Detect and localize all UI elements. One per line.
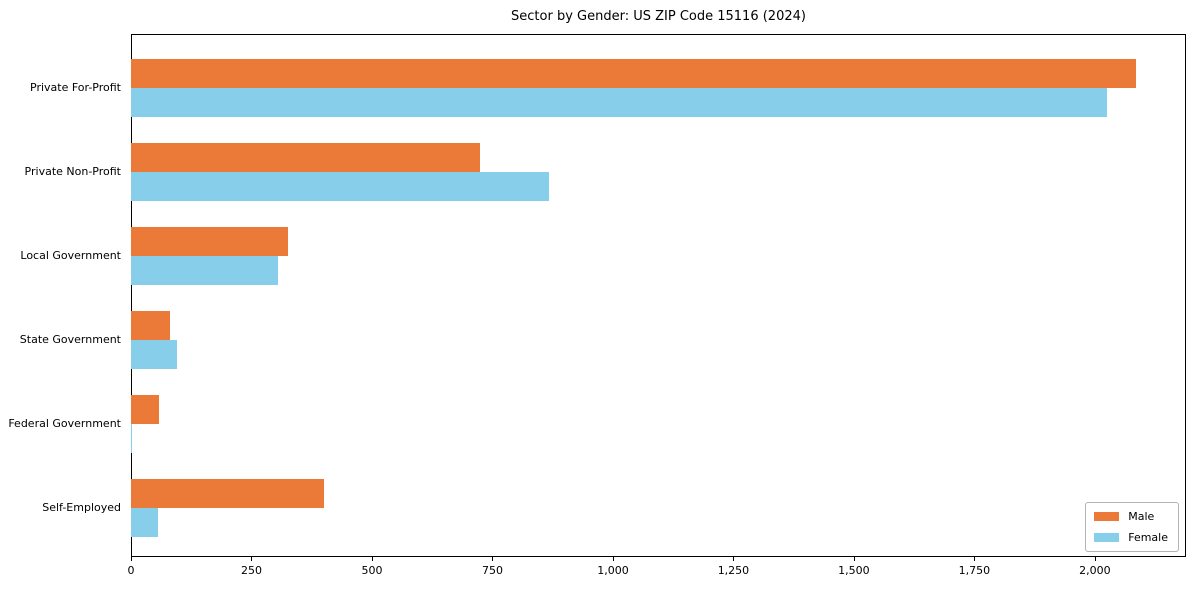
- x-axis-tick: [733, 557, 735, 561]
- bar-male-local-government: [131, 226, 288, 256]
- x-axis-tick: [492, 557, 494, 561]
- x-axis-tick: [131, 557, 132, 561]
- bar-female-state-government: [131, 340, 177, 369]
- chart-title: Sector by Gender: US ZIP Code 15116 (202…: [511, 9, 806, 24]
- x-axis-tick-label-1250: 1,250: [717, 564, 750, 577]
- y-axis-label-local-government: Local Government: [20, 248, 121, 262]
- legend-item-male: Male: [1094, 510, 1168, 523]
- x-axis-tick-label-2000: 2,000: [1079, 564, 1111, 577]
- bar-male-self-employed: [131, 479, 324, 509]
- legend-label-female: Female: [1128, 531, 1168, 544]
- x-axis-tick: [371, 557, 373, 561]
- bar-female-local-government: [131, 255, 278, 285]
- y-axis-label-state-government: State Government: [19, 333, 121, 346]
- y-axis-label-private-non-profit: Private Non-Profit: [24, 164, 121, 178]
- y-axis-label-federal-government: Federal Government: [8, 417, 121, 431]
- bar-male-state-government: [131, 311, 170, 340]
- x-axis-tick: [612, 557, 614, 561]
- y-axis-label-self-employed: Self-Employed: [42, 501, 121, 515]
- legend-item-female: Female: [1094, 531, 1168, 544]
- legend-label-male: Male: [1128, 510, 1155, 523]
- x-axis-tick: [1094, 557, 1096, 561]
- x-axis-tick-label-750: 750: [481, 564, 503, 577]
- bar-female-federal-government: [131, 424, 132, 454]
- x-axis-tick: [974, 557, 976, 561]
- x-axis-tick-label-1750: 1,750: [958, 564, 991, 577]
- plot-area: Male Female: [131, 34, 1186, 557]
- bar-male-private-non-profit: [131, 142, 480, 172]
- bar-female-private-non-profit: [131, 171, 549, 201]
- bar-male-federal-government: [131, 395, 159, 425]
- legend-swatch-male-icon: [1094, 512, 1120, 521]
- x-axis-tick-label-1500: 1,500: [838, 564, 870, 577]
- legend: Male Female: [1085, 502, 1179, 552]
- legend-swatch-female-icon: [1094, 533, 1120, 542]
- bar-female-self-employed: [131, 508, 158, 538]
- x-axis-tick: [251, 557, 253, 561]
- bar-female-private-for-profit: [131, 87, 1107, 117]
- y-axis-label-private-for-profit: Private For-Profit: [30, 80, 121, 94]
- x-axis-tick-label-0: 0: [127, 564, 135, 577]
- x-axis-tick-label-1000: 1,000: [597, 564, 629, 577]
- x-axis-tick-label-500: 500: [361, 564, 383, 577]
- x-axis-tick-label-250: 250: [240, 564, 262, 577]
- bar-male-private-for-profit: [131, 58, 1136, 88]
- x-axis-tick: [853, 557, 855, 561]
